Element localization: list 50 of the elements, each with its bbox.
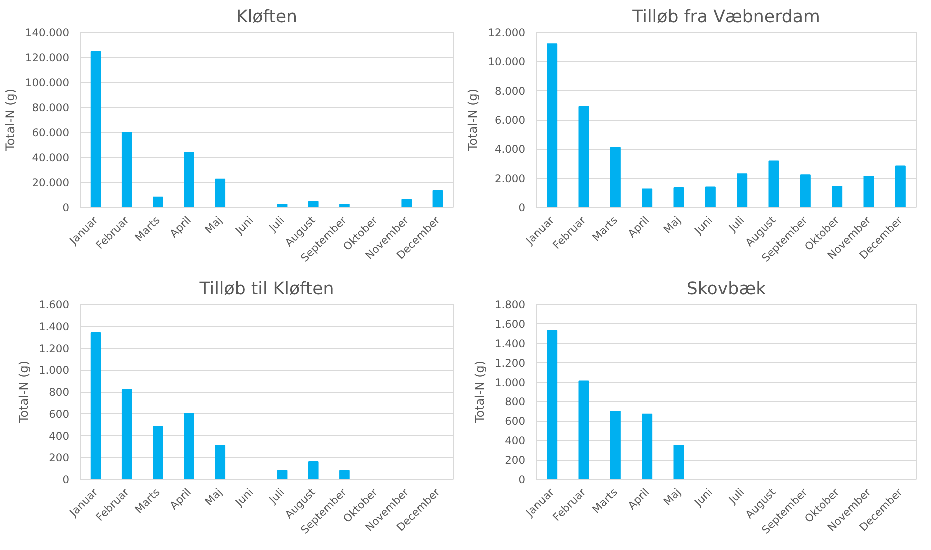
x-tick-label: Juli — [266, 486, 288, 507]
chart-title: Tilløb til Kløften — [198, 280, 334, 300]
x-tick-label: Juli — [266, 214, 288, 235]
y-tick-label: 100.000 — [25, 76, 70, 90]
y-tick-label: 140.000 — [25, 26, 70, 40]
chart-title: Tilløb fra Væbnerdam — [632, 8, 820, 28]
y-tick-label: 80.000 — [32, 102, 70, 114]
x-tick-label: Juli — [726, 214, 747, 235]
y-tick-label: 1.000 — [38, 364, 70, 378]
y-tick-label: 0 — [518, 474, 526, 486]
y-axis-title: Total-N (g) — [3, 88, 18, 152]
y-tick-label: 600 — [49, 408, 70, 421]
y-tick-label: 60.000 — [32, 126, 70, 140]
chart-title: Kløften — [236, 8, 298, 28]
y-tick-label: 8.000 — [494, 84, 526, 98]
y-tick-label: 2.000 — [494, 172, 526, 186]
x-tick-label: Juli — [726, 486, 747, 507]
y-tick-label: 20.000 — [32, 176, 70, 190]
y-tick-label: 800 — [49, 386, 70, 399]
y-tick-label: 800 — [505, 396, 526, 409]
y-tick-label: 40.000 — [32, 152, 70, 164]
y-tick-label: 120.000 — [25, 52, 70, 64]
y-tick-label: 0 — [518, 202, 526, 214]
y-tick-label: 4.000 — [494, 143, 526, 156]
y-tick-label: 200 — [49, 452, 70, 465]
x-tick-label: Maj — [202, 486, 225, 508]
y-tick-label: 1.400 — [38, 320, 70, 334]
y-tick-label: 1.800 — [494, 298, 526, 312]
y-tick-label: 1.200 — [38, 342, 70, 356]
y-tick-label: 1.400 — [494, 337, 526, 350]
y-tick-label: 1.600 — [38, 298, 70, 312]
y-tick-label: 1.200 — [494, 356, 526, 370]
y-tick-label: 0 — [62, 202, 70, 214]
x-tick-label: Maj — [661, 214, 684, 236]
y-axis-title: Total-N (g) — [472, 360, 487, 424]
x-tick-label: Maj — [202, 214, 225, 236]
y-tick-label: 0 — [62, 474, 70, 486]
y-tick-label: 12.000 — [488, 26, 526, 40]
y-tick-label: 1.000 — [494, 376, 526, 390]
x-tick-label: Maj — [661, 486, 684, 508]
y-tick-label: 400 — [505, 434, 526, 448]
y-tick-label: 200 — [505, 454, 526, 468]
y-axis-title: Total-N (g) — [466, 88, 480, 152]
y-axis-title: Total-N (g) — [16, 360, 31, 424]
y-tick-label: 6.000 — [494, 114, 526, 127]
y-tick-label: 600 — [505, 415, 526, 428]
y-tick-label: 1.600 — [494, 318, 526, 331]
chart-title: Skovbæk — [686, 280, 766, 300]
y-tick-label: 10.000 — [488, 56, 526, 69]
y-tick-label: 400 — [49, 430, 70, 443]
